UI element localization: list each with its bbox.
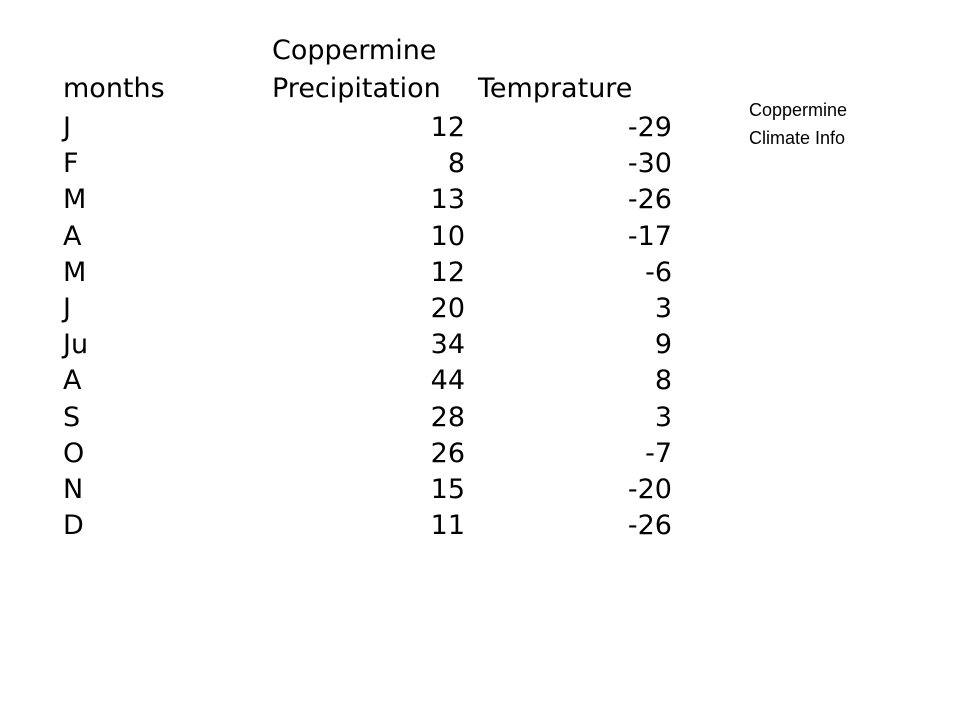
header-cell: months (63, 73, 165, 104)
value-cell: -20 (627, 474, 672, 505)
value-cell: 15 (430, 474, 465, 505)
value-cell: 9 (654, 329, 672, 361)
month-cell: N (63, 474, 84, 505)
value-cell: 11 (430, 510, 465, 542)
value-cell: 8 (447, 148, 465, 180)
value-cell: -26 (627, 510, 672, 542)
value-cell: 8 (654, 365, 672, 397)
value-cell: 44 (430, 365, 465, 397)
value-cell: 34 (430, 329, 465, 361)
value-cell: 12 (430, 112, 465, 143)
month-cell: J (63, 293, 71, 324)
header-cell: Coppermine Precipitation (272, 35, 441, 104)
month-cell: A (63, 220, 82, 252)
value-cell: -30 (627, 148, 672, 180)
month-cell: A (63, 365, 82, 397)
value-cell: -26 (627, 184, 672, 216)
value-cell: 20 (430, 293, 465, 324)
value-cell: 3 (654, 293, 672, 324)
value-cell: 26 (430, 437, 465, 469)
value-cell: 12 (430, 256, 465, 288)
month-cell: F (63, 148, 79, 180)
header-cell: Temprature (478, 73, 633, 104)
month-cell: J (63, 112, 71, 143)
value-cell: -29 (627, 112, 672, 143)
month-cell: M (63, 184, 87, 216)
value-cell: -17 (627, 220, 672, 252)
month-cell: M (63, 256, 87, 288)
side-note: Coppermine Climate Info (749, 100, 848, 148)
month-cell: D (63, 510, 84, 542)
month-cell: S (63, 401, 81, 433)
month-cell: Ju (63, 329, 89, 361)
value-cell: -7 (645, 437, 672, 469)
value-cell: -6 (645, 256, 672, 288)
value-cell: 10 (430, 220, 465, 252)
value-cell: 13 (430, 184, 465, 216)
value-cell: 3 (654, 401, 672, 433)
month-cell: O (63, 437, 85, 469)
value-cell: 28 (430, 401, 465, 433)
